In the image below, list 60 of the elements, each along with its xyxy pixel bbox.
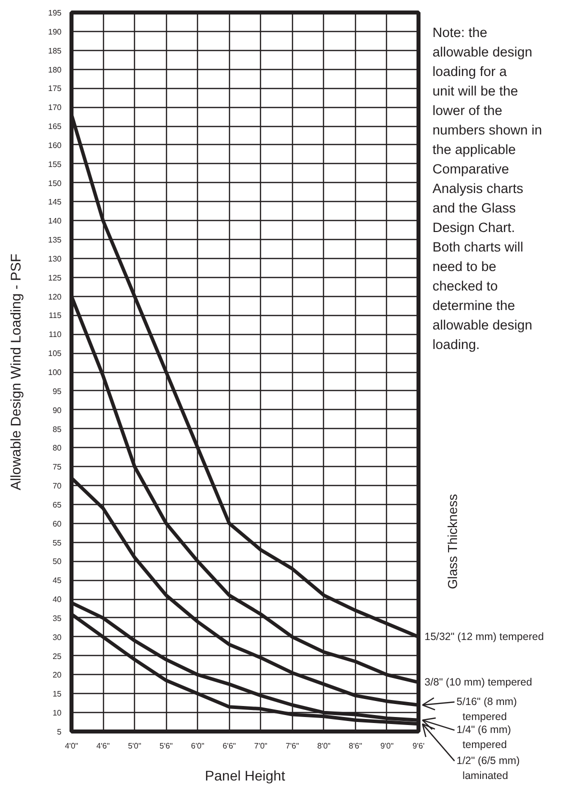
y-tick-label: 130: [48, 254, 62, 264]
y-tick-label: 35: [52, 614, 62, 623]
series-label: 15/32" (12 mm) tempered: [424, 630, 544, 643]
x-tick-label: 5'0": [128, 742, 142, 750]
y-tick-label: 10: [52, 708, 62, 718]
y-tick-label: 115: [48, 311, 62, 320]
y-tick-label: 120: [48, 292, 62, 302]
y-tick-label: 95: [52, 386, 62, 396]
series-label: 3/8" (10 mm) tempered: [424, 676, 532, 688]
x-tick-label: 6'6": [222, 742, 236, 750]
y-tick-label: 145: [48, 198, 62, 207]
y-tick-label: 60: [52, 519, 62, 528]
legend-label: 1/4" (6 mm) tempered: [456, 724, 511, 752]
x-tick-label: 9'0": [380, 742, 394, 750]
y-tick-label: 175: [48, 84, 62, 94]
x-tick-label: 8'6": [348, 742, 362, 750]
y-tick-label: 90: [52, 406, 62, 415]
y-tick-label: 140: [48, 216, 62, 226]
x-tick-label: 9'6': [412, 742, 425, 750]
y-tick-label: 170: [48, 103, 62, 112]
y-tick-label: 105: [48, 349, 62, 358]
x-tick-label: 7'0": [254, 742, 268, 750]
y-tick-label: 40: [52, 595, 62, 604]
y-tick-label: 30: [52, 632, 62, 642]
y-tick-label: 165: [48, 122, 62, 132]
y-tick-label: 85: [52, 424, 62, 434]
y-axis-title: Allowable Design Wind Loading - PSF: [8, 254, 24, 490]
text: 1/2" (6/5 mm) laminated: [456, 754, 520, 782]
y-tick-label: 100: [48, 368, 62, 377]
y-tick-label: 50: [52, 557, 62, 566]
y-tick-label: 55: [52, 538, 62, 548]
x-tick-label: 7'6": [286, 742, 300, 750]
y-tick-label: 25: [52, 652, 62, 661]
x-tick-label: 8'0": [317, 742, 331, 750]
y-tick-label: 20: [52, 670, 62, 680]
x-tick-label: 4'6": [96, 742, 110, 750]
y-tick-label: 5: [57, 728, 62, 736]
y-tick-label: 80: [52, 444, 62, 453]
y-tick-label: 75: [52, 462, 62, 472]
y-tick-label: 125: [48, 273, 62, 282]
y-tick-label: 160: [48, 140, 62, 150]
y-tick-label: 155: [48, 160, 62, 169]
y-tick-label: 65: [52, 500, 62, 510]
x-tick-label: 4'0": [64, 742, 78, 750]
x-tick-label: 5'6": [160, 742, 173, 750]
y-tick-label: 150: [48, 178, 62, 188]
legend-label: 5/16" (8 mm) tempered: [456, 696, 517, 724]
text: Note: the allowable design loading for a unit will be the lower of the numbers shown in the applicable Comparative Analysis charts and the Glass Design Chart. Both charts will need to be checked to determine the allowable design loading.: [432, 25, 542, 352]
y-tick-label: 180: [48, 65, 62, 74]
x-axis-title: Panel Height: [204, 768, 286, 784]
x-tick-label: 6'0": [191, 742, 204, 750]
y-tick-label: 195: [48, 8, 62, 18]
y-tick-label: 135: [48, 236, 62, 245]
y-tick-label: 110: [48, 330, 62, 340]
y-tick-label: 15: [52, 690, 62, 699]
y-tick-label: 190: [48, 27, 62, 36]
y-tick-label: 185: [48, 46, 62, 56]
legend-title: Glass Thickness: [445, 494, 460, 590]
y-tick-label: 45: [52, 576, 62, 586]
y-tick-label: 70: [52, 482, 62, 491]
